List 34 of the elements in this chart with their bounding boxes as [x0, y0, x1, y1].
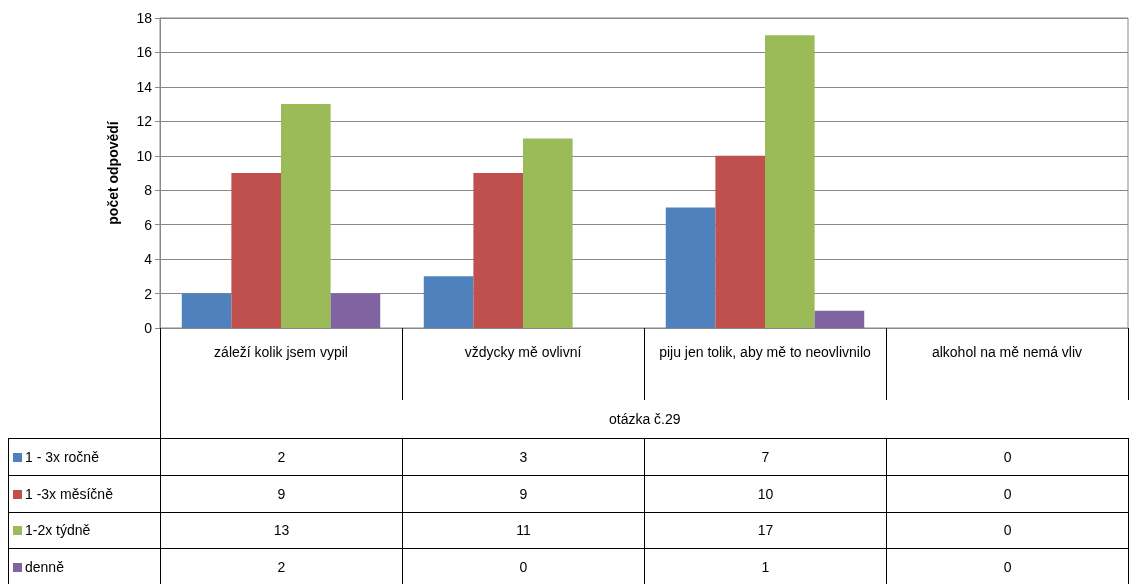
data-label: 3 — [402, 438, 645, 476]
data-label: 9 — [160, 475, 403, 512]
legend-label: denně — [25, 559, 64, 576]
y-tick-label: 14 — [136, 78, 153, 95]
y-tick-label: 16 — [136, 44, 153, 61]
data-label: 0 — [402, 548, 645, 584]
data-label: 17 — [644, 512, 887, 549]
legend-label: 1 -3x měsíčně — [25, 485, 113, 502]
y-tick-label: 2 — [144, 285, 153, 302]
legend-label: 1-2x týdně — [25, 522, 91, 539]
legend-label: 1 - 3x ročně — [25, 448, 99, 465]
y-tick-label: 18 — [136, 10, 153, 26]
data-label: 0 — [886, 548, 1129, 584]
x-tick-label: alkohol na mě nemá vliv — [931, 344, 1083, 360]
y-tick-label: 12 — [136, 113, 153, 130]
y-tick-label: 10 — [136, 147, 153, 164]
data-label: 0 — [886, 475, 1129, 512]
x-tick-label: záleží kolik jsem vypil — [214, 344, 348, 360]
y-axis-title: počet odpovědí — [105, 120, 121, 225]
y-tick-label: 8 — [144, 182, 153, 199]
x-tick-label: vždycky mě ovlivní — [464, 344, 582, 360]
data-label: 0 — [886, 438, 1129, 476]
data-label: 13 — [160, 512, 403, 549]
x-axis-title: otázka č.29 — [160, 400, 1129, 439]
x-tick-label: piju jen tolik, aby mě to neovlivnilo — [659, 344, 872, 360]
y-tick-label: 0 — [144, 320, 153, 336]
data-label: 0 — [886, 512, 1129, 549]
data-label: 7 — [644, 438, 887, 476]
data-label: 9 — [402, 475, 645, 512]
y-tick-label: 4 — [144, 251, 153, 268]
y-tick-label: 6 — [144, 216, 153, 233]
data-label: 1 — [644, 548, 887, 584]
data-label: 11 — [402, 512, 645, 549]
data-label: 10 — [644, 475, 887, 512]
